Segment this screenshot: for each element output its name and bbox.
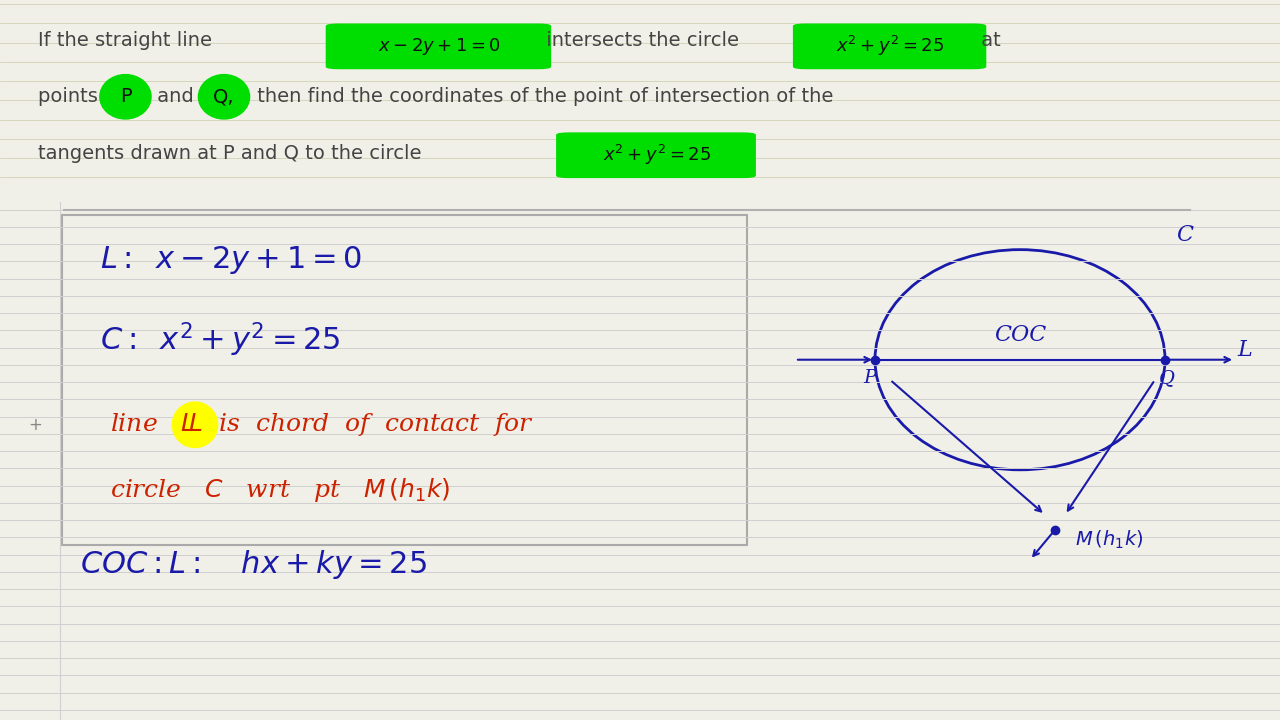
Text: circle   $C$   wrt   pt   $M\,(h_1k)$: circle $C$ wrt pt $M\,(h_1k)$ — [110, 476, 451, 504]
Text: $C: \;\; x^2+y^2=25$: $C: \;\; x^2+y^2=25$ — [100, 320, 340, 359]
Text: at: at — [975, 31, 1001, 50]
Text: +: + — [28, 415, 42, 433]
Text: $x^2 + y^2 = 25$: $x^2 + y^2 = 25$ — [836, 35, 943, 58]
Text: $L$: $L$ — [188, 413, 202, 436]
Text: then find the coordinates of the point of intersection of the: then find the coordinates of the point o… — [251, 87, 833, 107]
Text: $L: \;\; x-2y+1=0$: $L: \;\; x-2y+1=0$ — [100, 243, 362, 276]
FancyBboxPatch shape — [794, 24, 986, 68]
Text: Q,: Q, — [214, 87, 234, 107]
Text: Q: Q — [1158, 369, 1175, 387]
Text: tangents drawn at P and Q to the circle: tangents drawn at P and Q to the circle — [38, 144, 428, 163]
Text: If the straight line: If the straight line — [38, 31, 219, 50]
Text: and: and — [151, 87, 200, 107]
FancyBboxPatch shape — [557, 133, 755, 177]
Text: P: P — [864, 369, 877, 387]
Ellipse shape — [100, 75, 151, 119]
Bar — [61, 215, 748, 545]
Text: C: C — [1176, 224, 1193, 246]
Text: $COC : L :  \;\;\;\; hx + ky = 25$: $COC : L : \;\;\;\; hx + ky = 25$ — [79, 549, 428, 581]
FancyBboxPatch shape — [326, 24, 550, 68]
Ellipse shape — [198, 75, 250, 119]
Text: $M\,(h_1k)$: $M\,(h_1k)$ — [1075, 528, 1143, 551]
Text: $x - 2y + 1 = 0$: $x - 2y + 1 = 0$ — [378, 36, 500, 57]
Text: L: L — [1238, 338, 1252, 361]
Text: points: points — [38, 87, 105, 107]
Circle shape — [173, 402, 218, 447]
Text: COC: COC — [993, 324, 1046, 346]
Text: intersects the circle: intersects the circle — [540, 31, 745, 50]
Text: $x^2 + y^2 = 25$: $x^2 + y^2 = 25$ — [603, 143, 710, 167]
Text: line   $L$   is  chord  of  contact  for: line $L$ is chord of contact for — [110, 411, 534, 438]
Text: P: P — [119, 87, 132, 107]
